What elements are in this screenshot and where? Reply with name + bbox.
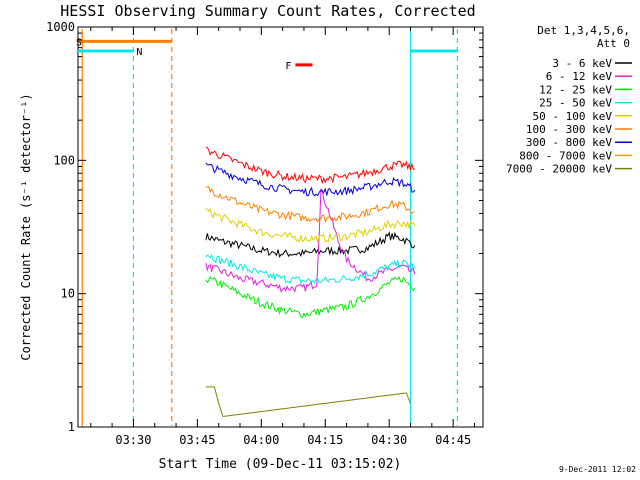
y-axis-label: Corrected Count Rate (s⁻¹ detector⁻¹): [19, 93, 33, 360]
legend-header: Det 1,3,4,5,6, Att 0: [520, 24, 630, 50]
y-axis: 1 10 100 1000: [46, 20, 483, 434]
y-tick-label: 100: [53, 153, 75, 167]
x-tick-label: 03:30: [115, 433, 151, 447]
vertical-markers: [81, 29, 459, 427]
legend-entry-label: 800 - 7000 keV: [519, 149, 612, 162]
y-tick-label: 1000: [46, 20, 75, 34]
x-tick-label: 04:30: [371, 433, 407, 447]
x-tick-label: 04:00: [243, 433, 279, 447]
footer-timestamp: 9-Dec-2011 12:02: [558, 465, 636, 474]
series-line: [205, 162, 416, 197]
series-line: [205, 185, 415, 223]
legend-entry-label: 50 - 100 keV: [533, 110, 613, 123]
series-line: [205, 231, 416, 258]
flag-bars: S N F: [76, 37, 458, 72]
legend-entry-label: 3 - 6 keV: [552, 57, 612, 70]
y-tick-label: 1: [68, 420, 75, 434]
series-lines: [205, 146, 416, 417]
x-axis-label: Start Time (09-Dec-11 03:15:02): [159, 457, 402, 472]
chart-title: HESSI Observing Summary Count Rates, Cor…: [60, 2, 475, 20]
series-line: [205, 253, 416, 285]
flag-label: S: [76, 37, 82, 48]
legend-header-line1: Det 1,3,4,5,6,: [537, 24, 630, 37]
legend-entry-label: 12 - 25 keV: [539, 83, 612, 96]
legend-entry-label: 7000 - 20000 keV: [506, 163, 612, 176]
series-line: [205, 275, 416, 319]
x-tick-label: 04:45: [435, 433, 471, 447]
series-line: [205, 386, 411, 417]
x-axis: 03:30 03:45 04:00 04:15 04:30 04:45: [90, 27, 475, 447]
series-line: [205, 207, 416, 243]
legend-entry-label: 6 - 12 keV: [546, 70, 613, 83]
legend-entry-label: 100 - 300 keV: [526, 123, 612, 136]
flag-label: N: [136, 47, 142, 58]
y-tick-label: 10: [61, 287, 75, 301]
flag-label: F: [285, 61, 291, 72]
plot-frame: [77, 26, 484, 428]
x-tick-label: 03:45: [179, 433, 215, 447]
legend-entry-label: 25 - 50 keV: [539, 97, 612, 110]
series-line: [205, 146, 415, 185]
legend-entry-label: 300 - 800 keV: [526, 136, 612, 149]
series-line: [205, 188, 416, 293]
x-tick-label: 04:15: [307, 433, 343, 447]
legend-header-line2: Att 0: [596, 37, 630, 50]
